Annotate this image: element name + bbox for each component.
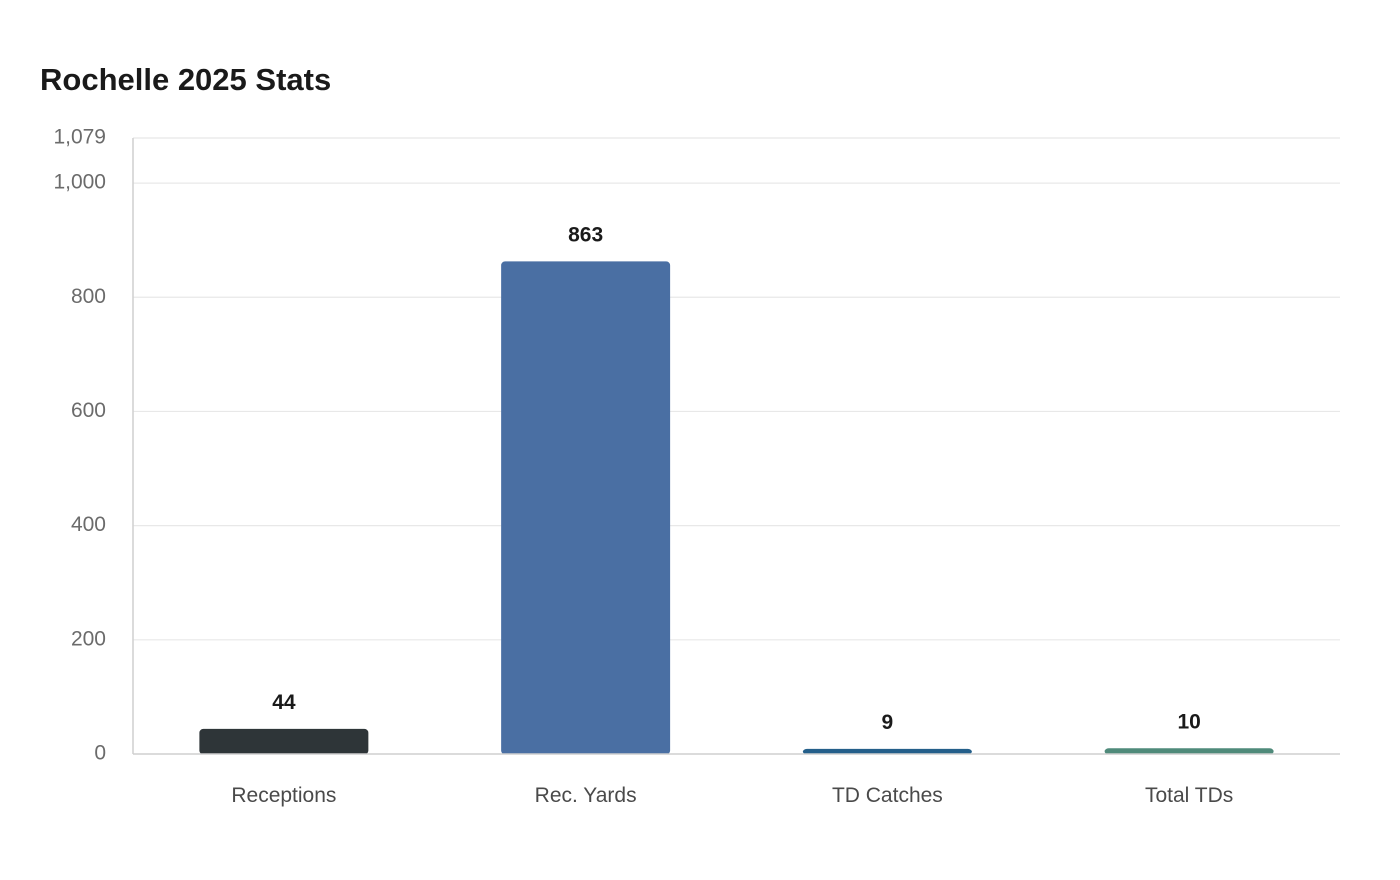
data-label: 863 [568,223,603,246]
y-tick-label: 1,000 [53,171,106,194]
y-tick-label: 200 [71,627,106,650]
y-tick-label: 0 [94,742,106,765]
bar-td-catches [802,748,972,755]
bar-rec-yards [501,261,671,755]
y-tick-label: 1,079 [53,126,106,149]
x-axis-ticks: Receptions Rec. Yards TD Catches Total TDs [231,784,1233,807]
bar-total-tds [1104,748,1274,755]
y-tick-label: 600 [71,399,106,422]
chart-title: Rochelle 2025 Stats [40,62,332,97]
y-tick-label: 400 [71,513,106,536]
x-tick-label: Total TDs [1145,784,1233,807]
y-tick-label: 800 [71,285,106,308]
data-label: 10 [1177,710,1200,733]
data-label: 9 [882,711,894,734]
data-labels: 44 863 9 10 [272,223,1201,734]
data-label: 44 [272,691,296,714]
bar-receptions [199,728,369,755]
y-axis-ticks: 0 200 400 600 800 1,000 1,079 [53,126,106,765]
x-tick-label: TD Catches [832,784,943,807]
bars [199,261,1274,755]
x-tick-label: Receptions [231,784,336,807]
gridlines [133,137,1340,641]
x-tick-label: Rec. Yards [535,784,637,807]
